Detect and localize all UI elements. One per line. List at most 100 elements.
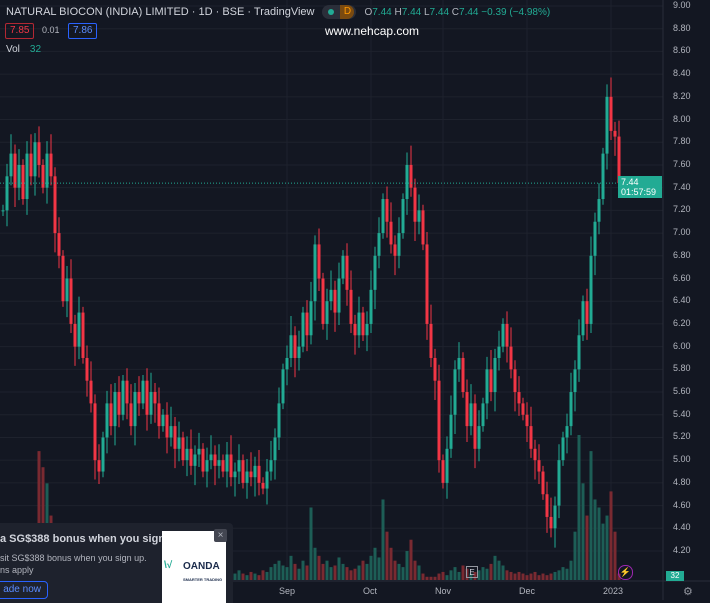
candle-body [437,380,441,461]
candle-body [529,426,533,449]
candle-body [53,176,57,234]
candle-body [469,403,473,427]
candle-body [201,448,205,472]
candle-body [229,454,233,478]
time-tick-label: Dec [519,586,536,596]
volume-bar [517,571,521,580]
candle-body [69,278,73,324]
time-tick-label: Oct [363,586,378,596]
candle-body [369,289,373,324]
volume-bar [357,565,361,580]
volume-legend: Vol 32 [6,44,42,55]
volume-bar [465,568,469,580]
dividend-bolt-icon[interactable]: ⚡ [618,565,633,580]
delayed-badge: D [340,5,355,19]
candle-body [249,471,253,478]
price-tick-label: 4.80 [673,476,691,487]
earnings-marker[interactable]: E [466,566,478,578]
ad-popup[interactable]: a SG$388 bonus when you sign up. sit SG$… [0,523,233,603]
candle-body [181,437,185,461]
settings-gear-icon[interactable]: ⚙ [683,586,693,598]
volume-bar [481,567,485,580]
candle-body [65,278,69,302]
volume-bar [425,576,429,580]
candle-body [317,244,321,279]
volume-bar [305,565,309,580]
volume-bar [549,573,553,580]
candle-body [265,471,269,489]
candle-body [97,460,101,472]
volume-bar [253,573,257,580]
candle-body [425,244,429,324]
candle-body [153,392,157,404]
candle-body [321,278,325,324]
volume-bar [337,557,341,580]
candle-body [213,454,217,466]
volume-bar [413,560,417,580]
market-status-badge[interactable]: D [322,5,357,19]
candle-body [549,516,553,529]
price-tick-label: 7.60 [673,158,691,169]
volume-bar [389,547,393,580]
ad-body: sit SG$388 bonus when you sign up. [0,553,147,563]
candle-body [613,130,617,137]
close-ad-button[interactable]: × [214,529,227,542]
price-tick-label: 9.00 [673,0,691,10]
candle-body [5,176,9,211]
volume-bar [365,563,369,580]
price-tick-label: 4.60 [673,499,691,510]
sell-button[interactable]: 7.85 [5,23,35,39]
volume-bar [497,560,501,580]
candle-body [285,357,289,370]
candle-body [617,136,621,184]
volume-bar [433,576,437,580]
volume-bar [269,567,273,580]
candle-body [509,346,513,370]
candle-body [185,448,189,461]
volume-bar [257,575,261,580]
volume-bar [525,575,529,580]
oanda-logo[interactable]: \√ OANDA SMARTER TRADING [162,531,226,603]
candle-body [405,164,409,200]
volume-bar [581,483,585,580]
candle-body [1,210,5,212]
volume-bar [469,573,473,580]
buy-button[interactable]: 7.86 [68,23,98,39]
candle-body [601,153,605,200]
time-tick-label: Sep [279,586,296,596]
candle-body [17,164,21,188]
candle-body [177,437,181,449]
volume-bar [273,563,277,580]
volume-bar [553,571,557,580]
volume-bar [245,575,249,580]
candle-body [93,403,97,461]
trade-now-button[interactable]: ade now [0,581,48,599]
volume-bar [333,565,337,580]
candle-body [537,460,541,472]
price-tick-label: 8.20 [673,90,691,101]
volume-bar [441,571,445,580]
price-tick-label: 8.00 [673,113,691,124]
candle-body [225,454,229,472]
candle-body [261,482,265,489]
volume-bar [529,573,533,580]
volume-bar [473,571,477,580]
ad-terms: ns apply [0,565,34,575]
price-tick-label: 7.00 [673,227,691,238]
volume-bar [381,499,385,580]
volume-bar [369,555,373,580]
candle-body [445,448,449,483]
candle-body [353,323,357,336]
candle-body [553,505,557,529]
price-tick-label: 8.40 [673,68,691,79]
candle-body [473,403,477,449]
candle-body [341,255,345,279]
ad-headline: a SG$388 bonus when you sign up. [0,533,185,545]
volume-bar [421,573,425,580]
volume-bar [577,435,581,580]
candle-body [169,426,173,438]
candle-body [113,392,117,427]
candle-body [221,460,225,472]
volume-bar [513,573,517,580]
